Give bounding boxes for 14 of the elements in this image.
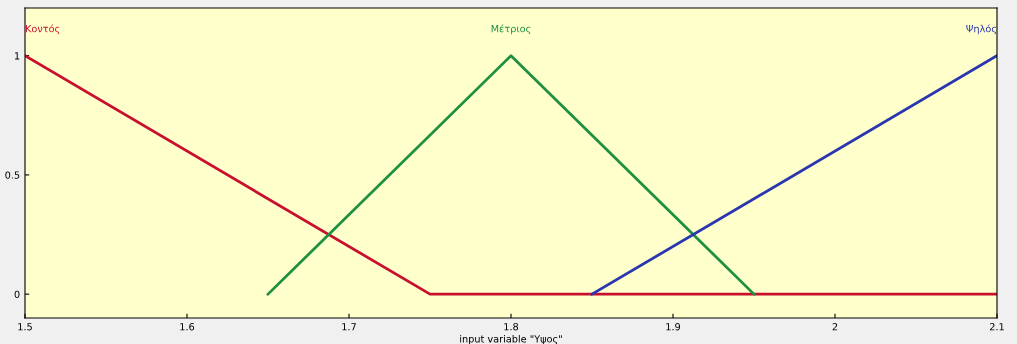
x-axis-title: input variable "Υψος" xyxy=(460,335,562,344)
x-tick-label: 1.7 xyxy=(342,323,356,331)
x-tick-label: 2 xyxy=(832,323,838,331)
x-tick-label: 1.8 xyxy=(504,323,519,331)
y-tick-label: 0.5 xyxy=(5,171,20,179)
text: Ψηλός xyxy=(966,24,997,35)
x-tick-label: 1.6 xyxy=(180,323,195,331)
y-tick-label: 0 xyxy=(14,290,20,298)
text: Μέτριος xyxy=(491,24,531,35)
x-tick-label: 2.1 xyxy=(989,323,1004,331)
x-tick-label: 1.9 xyxy=(666,323,681,331)
y-tick-label: 1 xyxy=(15,52,20,60)
text: Κοντός xyxy=(25,24,60,35)
x-tick-label: 1.5 xyxy=(18,323,32,331)
